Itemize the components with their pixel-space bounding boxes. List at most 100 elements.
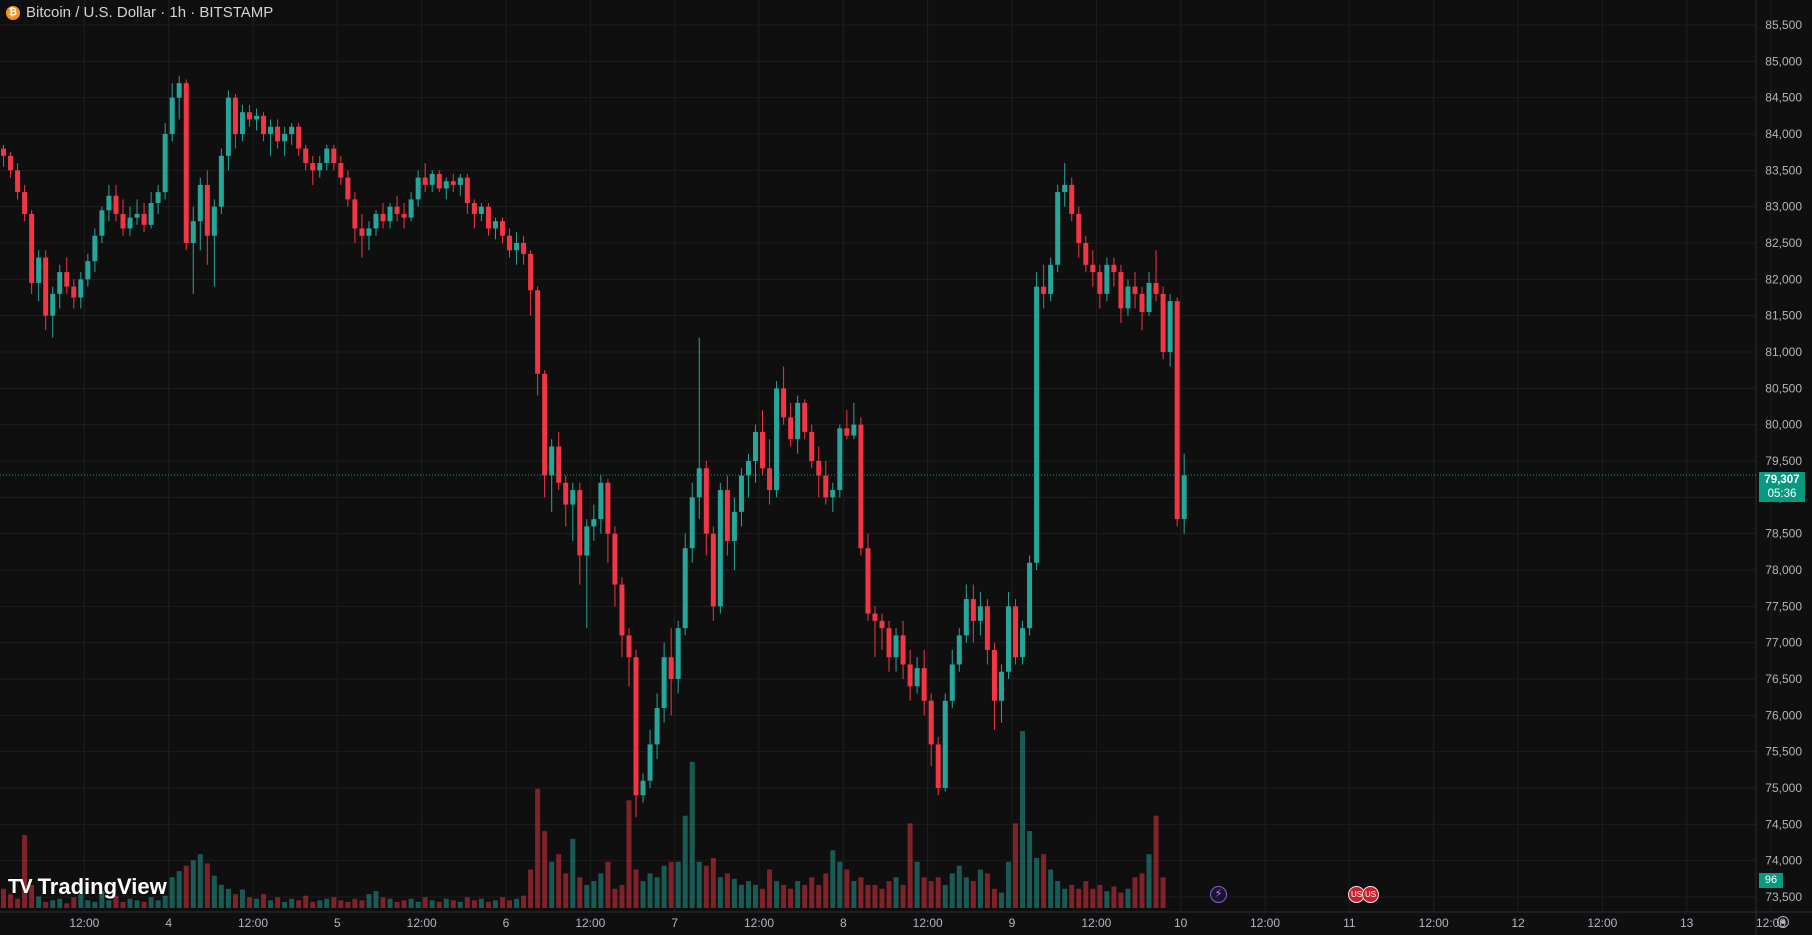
volume-bar <box>795 881 801 908</box>
volume-bar <box>823 873 829 908</box>
volume-bar <box>359 900 365 908</box>
volume-bar <box>984 873 990 908</box>
candle-body <box>830 490 836 498</box>
candle-body <box>752 431 758 461</box>
time-tick-label: 12:00 <box>1419 916 1449 930</box>
symbol-legend[interactable]: ₿ Bitcoin / U.S. Dollar · 1h · BITSTAMP <box>6 4 273 21</box>
candle-body <box>549 446 555 476</box>
volume-bar <box>612 888 618 908</box>
candle-body <box>1076 213 1082 243</box>
volume-bar <box>514 898 520 908</box>
candle-body <box>29 213 35 283</box>
volume-bar <box>50 900 56 908</box>
candle-body <box>963 599 969 636</box>
candle-body <box>556 446 562 483</box>
volume-bar <box>197 854 203 908</box>
price-tick-label: 82,000 <box>1765 272 1802 286</box>
lightning-icon[interactable]: ⚡ <box>1210 886 1227 903</box>
volume-bar <box>942 884 948 908</box>
candle-body <box>261 115 267 134</box>
volume-bar <box>584 884 590 908</box>
candle-body <box>1174 301 1180 520</box>
volume-bar <box>696 861 702 908</box>
candle-body <box>1146 282 1152 313</box>
candle-body <box>113 195 119 214</box>
volume-bar <box>963 877 969 908</box>
volume-bar <box>977 869 983 908</box>
candle-body <box>844 428 850 436</box>
volume-bar <box>176 871 182 908</box>
candle-body <box>1104 264 1110 294</box>
volume-bar <box>204 863 210 908</box>
candle-body <box>36 257 42 283</box>
candle-body <box>485 206 491 229</box>
volume-bar <box>471 900 477 908</box>
brand-name: TradingView <box>37 874 167 899</box>
volume-bar <box>169 877 175 908</box>
volume-bar <box>879 888 885 908</box>
volume-bar <box>921 877 927 908</box>
candle-body <box>640 780 646 796</box>
candle-body <box>450 181 456 185</box>
candle-body <box>935 744 941 788</box>
tradingview-logo[interactable]: TV TradingView <box>8 874 167 900</box>
candle-body <box>998 671 1004 701</box>
volume-bar <box>563 873 569 908</box>
time-tick-label: 7 <box>671 916 678 930</box>
volume-bar <box>689 761 695 908</box>
candle-body <box>155 192 161 204</box>
candle-body <box>584 526 590 556</box>
volume-bar <box>303 895 309 908</box>
time-tick-label: 4 <box>165 916 172 930</box>
us-flag-icon[interactable]: US <box>1362 886 1379 903</box>
candle-body <box>668 657 674 679</box>
candle-body <box>85 261 91 280</box>
volume-bar <box>211 875 217 908</box>
volume-bar <box>190 860 196 908</box>
volume-bar <box>1048 869 1054 908</box>
price-tick-label: 80,500 <box>1765 381 1802 395</box>
price-tick-label: 75,500 <box>1765 745 1802 759</box>
volume-bar <box>858 877 864 908</box>
candle-body <box>837 428 843 491</box>
volume-bar <box>366 894 372 908</box>
price-tick-label: 74,000 <box>1765 854 1802 868</box>
volume-bar <box>844 869 850 908</box>
candle-body <box>1013 606 1019 658</box>
volume-bar <box>647 873 653 908</box>
volume-bar <box>851 881 857 908</box>
volume-bar <box>738 884 744 908</box>
volume-bar <box>528 869 534 908</box>
volume-bar <box>970 881 976 908</box>
price-tick-label: 76,500 <box>1765 672 1802 686</box>
candle-body <box>738 475 744 512</box>
volume-bar <box>1153 815 1159 908</box>
candle-body <box>528 253 534 291</box>
volume-bar <box>162 895 168 908</box>
volume-bar <box>183 865 189 908</box>
settings-gear-icon[interactable] <box>1777 916 1789 928</box>
price-tick-label: 78,500 <box>1765 527 1802 541</box>
volume-bar <box>1146 854 1152 908</box>
volume-bar <box>443 898 449 908</box>
volume-bar <box>535 788 541 908</box>
volume-bar <box>928 881 934 908</box>
candle-body <box>991 649 997 701</box>
volume-bar <box>640 881 646 908</box>
candle-body <box>1083 243 1089 265</box>
volume-bar <box>22 834 28 908</box>
volume-bar <box>436 901 442 908</box>
candle-body <box>1181 475 1187 520</box>
candle-body <box>246 112 252 120</box>
candle-body <box>767 468 773 491</box>
volume-bar <box>507 900 513 908</box>
candle-body <box>232 97 238 134</box>
volume-bar <box>745 881 751 908</box>
candle-body <box>731 511 737 541</box>
candle-body <box>331 148 337 164</box>
volume-bar <box>1111 886 1117 908</box>
candle-body <box>788 417 794 440</box>
volume-bar <box>1013 823 1019 908</box>
current-price: 79,307 <box>1764 474 1800 486</box>
